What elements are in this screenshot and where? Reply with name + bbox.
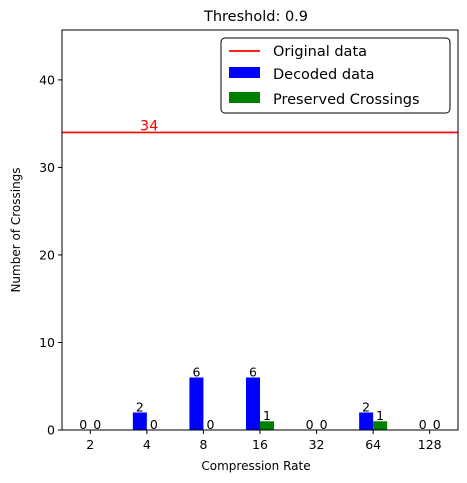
x-tick-label: 16	[252, 437, 268, 452]
y-tick-label: 40	[39, 72, 55, 87]
data-label-preserved-crossings: 1	[263, 408, 271, 423]
x-tick-label: 8	[199, 437, 207, 452]
legend-label-decoded-data: Decoded data	[273, 67, 375, 83]
y-tick-label: 10	[39, 335, 55, 350]
bar-decoded-data	[246, 377, 260, 430]
bar-preserved-crossings	[373, 421, 388, 430]
legend-swatch-decoded-data	[229, 67, 260, 78]
x-tick-label: 4	[143, 437, 151, 452]
data-label-preserved-crossings: 0	[206, 417, 214, 432]
legend-label-preserved-crossings: Preserved Crossings	[273, 92, 420, 108]
data-label-decoded-data: 6	[249, 364, 257, 379]
bar-decoded-data	[189, 377, 204, 430]
y-axis-label: Number of Crossings	[9, 167, 23, 292]
y-tick-label: 30	[39, 160, 55, 175]
chart-title: Threshold: 0.9	[203, 9, 308, 25]
x-tick-label: 32	[309, 437, 325, 452]
data-label-preserved-crossings: 0	[93, 417, 101, 432]
x-axis-label: Compression Rate	[201, 459, 310, 473]
data-label-decoded-data: 0	[419, 417, 427, 432]
x-tick-label: 128	[418, 437, 442, 452]
data-label-decoded-data: 6	[192, 364, 200, 379]
bar-decoded-data	[132, 412, 147, 430]
legend-box	[220, 37, 451, 114]
x-tick-label: 2	[86, 437, 94, 452]
data-label-decoded-data: 2	[136, 399, 144, 414]
reference-line-value-label: 34	[140, 118, 158, 134]
data-label-preserved-crossings: 1	[376, 408, 384, 423]
y-tick-label: 0	[47, 423, 55, 438]
data-label-decoded-data: 0	[79, 417, 87, 432]
data-label-preserved-crossings: 0	[150, 417, 158, 432]
bar-preserved-crossings	[260, 421, 274, 430]
legend: Original data Decoded data Preserved Cro…	[220, 37, 451, 114]
x-tick-label: 64	[365, 437, 381, 452]
data-label-decoded-data: 0	[306, 417, 314, 432]
legend-swatch-preserved-crossings	[229, 92, 260, 103]
data-label-decoded-data: 2	[362, 399, 370, 414]
axes-frame	[61, 29, 459, 431]
legend-label-original-data: Original data	[273, 44, 367, 60]
data-label-preserved-crossings: 0	[320, 417, 328, 432]
data-label-preserved-crossings: 0	[433, 417, 441, 432]
bar-decoded-data	[359, 412, 374, 430]
y-tick-label: 20	[39, 247, 55, 262]
